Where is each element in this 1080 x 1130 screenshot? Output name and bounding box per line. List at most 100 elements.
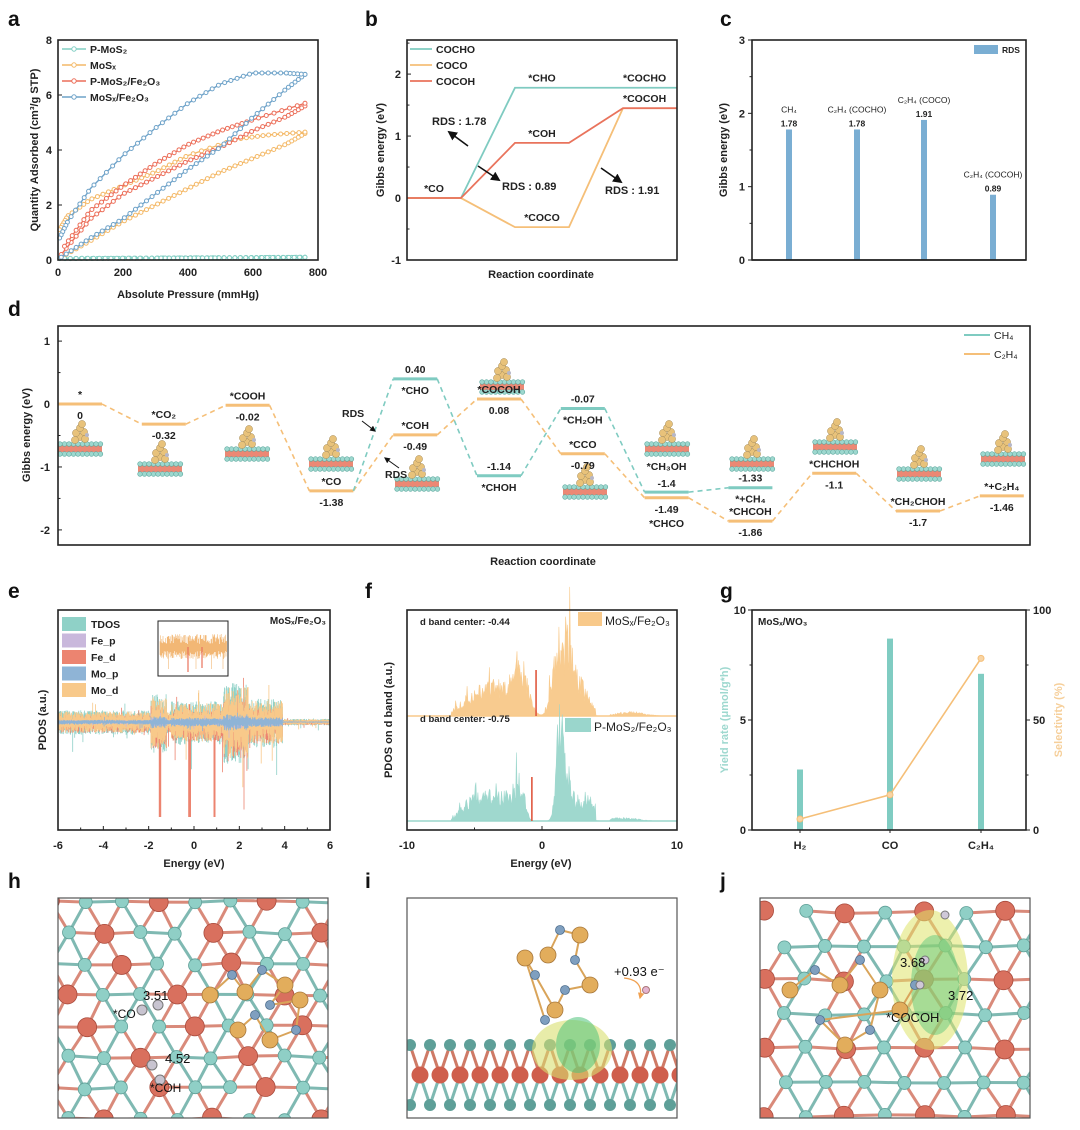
substrate-atom (348, 466, 355, 472)
substrate-atom (936, 466, 943, 472)
adsorption-model-icon (308, 435, 355, 472)
fe-atom (651, 1066, 669, 1084)
adsorption-model-icon (812, 418, 859, 455)
level-name-label: *+C₂H₄ (984, 481, 1019, 493)
o-atom (167, 926, 182, 941)
isotherm-marker (271, 119, 277, 125)
substrate-atom (769, 456, 776, 462)
cluster-atom (917, 445, 925, 453)
adsorbate-atom (840, 431, 844, 435)
fe-atom (760, 900, 774, 921)
adsorbate-atom (154, 1074, 166, 1086)
substrate-atom (598, 494, 604, 500)
substrate-atom (571, 484, 577, 490)
isotherm-marker (105, 225, 111, 231)
isotherm-marker (193, 181, 199, 187)
isotherm-marker (94, 211, 100, 217)
isotherm-marker (121, 215, 127, 221)
panel-f-ylabel: PDOS on d band (a.u.) (383, 662, 395, 778)
lattice-bond (1044, 979, 1066, 1013)
adsorbate-atom (422, 468, 426, 472)
lattice-bond (316, 1117, 322, 1118)
adsorbate-atom (642, 986, 650, 994)
panel-letter-j: j (719, 870, 726, 893)
isotherm-marker (166, 181, 172, 187)
isotherm-marker (197, 93, 203, 99)
fe-atom (238, 1046, 259, 1067)
bar-value-label: 1.78 (781, 118, 798, 128)
mo-atom (236, 983, 254, 1001)
fe-atom (760, 1037, 775, 1058)
substrate-atom (168, 461, 175, 467)
substrate-atom (312, 456, 319, 462)
adsorbate-atom (152, 999, 164, 1011)
x-tick-label: C₂H₄ (968, 840, 994, 852)
isotherm-marker (161, 155, 167, 161)
substrate-atom (738, 466, 744, 472)
substrate-atom (566, 484, 573, 490)
cluster-atom (833, 418, 841, 426)
adsorbate-atom (915, 980, 925, 990)
isotherm-marker (63, 251, 69, 257)
substrate-atom (335, 466, 341, 472)
isotherm-marker (226, 165, 232, 171)
substrate-layer (58, 445, 102, 452)
substrate-atom (97, 451, 104, 457)
charge-density-blob (892, 910, 968, 1050)
isotherm-marker (147, 130, 153, 136)
cluster-bond (524, 957, 546, 1021)
legend-marker (71, 78, 77, 84)
adsorbate-atom (136, 1004, 148, 1016)
isotherm-marker (144, 207, 150, 213)
fe-atom (58, 984, 78, 1005)
adsorbate-atom (252, 438, 256, 442)
energy-connector (352, 434, 394, 492)
substrate-atom (821, 449, 827, 455)
isotherm-marker (249, 128, 255, 134)
isotherm-marker (238, 161, 244, 167)
isotherm-marker (285, 84, 291, 90)
substrate-atom (168, 471, 175, 477)
isotherm-marker (99, 207, 105, 213)
d-band-center-label: d band center: -0.44 (420, 617, 510, 628)
fe-atom (221, 952, 242, 973)
fe-atom (451, 1066, 469, 1084)
isotherm-marker (286, 254, 292, 260)
level-value-label: 0.08 (489, 405, 510, 417)
lattice-bond (339, 1089, 357, 1120)
inset-dos (159, 634, 227, 669)
panel-a-frame (57, 39, 319, 261)
legend-label: P-MoS₂/Fe₂O₃ (90, 76, 160, 88)
isotherm-marker (123, 181, 129, 187)
substrate-layer (813, 443, 857, 450)
energy-connector (939, 495, 981, 512)
y-tick-label: 5 (740, 715, 746, 727)
h-distance-coh: 4.52 (165, 1051, 190, 1066)
isotherm-marker (199, 178, 205, 184)
fe-atom (511, 1066, 529, 1084)
fe-atom (760, 968, 775, 989)
adsorbate-atom (336, 448, 340, 452)
bar-category-label: C₂H₄ (COCOH) (964, 170, 1023, 180)
o-atom (818, 1075, 833, 1089)
o-atom (150, 956, 164, 971)
substrate-layer (897, 470, 941, 477)
substrate-atom (146, 471, 152, 477)
o-atom (937, 1076, 951, 1090)
isotherm-marker (234, 122, 240, 128)
isotherm-marker (127, 210, 133, 216)
fe-atom (167, 984, 188, 1005)
substrate-atom (61, 441, 68, 447)
cluster-atom (71, 436, 79, 444)
isotherm-marker (237, 255, 243, 261)
substrate-atom (671, 451, 677, 457)
isotherm-marker (243, 158, 249, 164)
level-name-label: *CHO (401, 385, 428, 397)
isotherm-marker (110, 163, 116, 169)
isotherm-marker (204, 176, 210, 182)
panel-b-frame (406, 39, 678, 261)
legend-label: P-MoS₂ (90, 44, 128, 56)
fe-atom (994, 1039, 1015, 1060)
isotherm-marker (105, 189, 111, 195)
o-atom (113, 1080, 128, 1095)
